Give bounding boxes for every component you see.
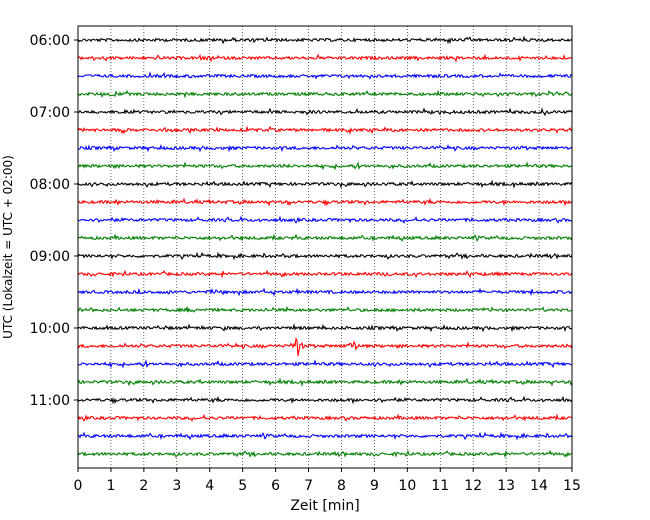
seismogram-trace xyxy=(77,89,573,99)
x-tick-label: 15 xyxy=(563,478,581,494)
seismogram-trace xyxy=(77,35,573,45)
x-tick-label: 0 xyxy=(74,478,83,494)
seismogram-trace xyxy=(77,323,573,333)
seismogram-trace xyxy=(77,413,573,422)
x-tick-label: 11 xyxy=(431,478,449,494)
seismogram-trace xyxy=(77,125,573,135)
seismogram-trace xyxy=(77,233,573,243)
x-tick-label: 8 xyxy=(337,478,346,494)
y-tick-label: 07:00 xyxy=(30,105,70,121)
y-axis-label: UTC (Lokalzeit = UTC + 02:00) xyxy=(1,155,15,339)
x-tick-label: 1 xyxy=(106,478,115,494)
x-tick-label: 12 xyxy=(464,478,482,494)
plot-frame xyxy=(77,25,573,469)
x-tick-label: 9 xyxy=(370,478,379,494)
y-tick-label: 11:00 xyxy=(30,393,70,409)
y-tick-label: 06:00 xyxy=(30,33,70,49)
seismogram-trace xyxy=(77,197,573,207)
seismogram-trace xyxy=(77,71,573,80)
seismogram-trace xyxy=(77,53,573,63)
x-axis-label: Zeit [min] xyxy=(290,498,359,514)
seismogram-trace xyxy=(77,305,573,313)
x-tick-label: 4 xyxy=(205,478,214,494)
traces xyxy=(77,35,573,459)
seismogram-trace xyxy=(77,179,573,189)
x-tick-label: 10 xyxy=(398,478,416,494)
x-tick-label: 13 xyxy=(497,478,515,494)
y-tick-label: 09:00 xyxy=(30,249,70,265)
seismogram-trace xyxy=(77,377,573,387)
seismogram-trace xyxy=(77,431,573,441)
seismogram-trace xyxy=(77,449,573,459)
y-tick-label: 08:00 xyxy=(30,177,70,193)
seismogram-trace xyxy=(77,287,573,297)
seismogram-trace xyxy=(77,107,573,117)
y-axis: 06:00 07:00 08:00 09:00 10:00 11:00 xyxy=(30,33,78,409)
x-tick-label: 5 xyxy=(238,478,247,494)
seismogram-trace xyxy=(77,337,573,357)
seismogram-trace xyxy=(77,251,573,261)
x-tick-label: 6 xyxy=(271,478,280,494)
seismogram-trace xyxy=(77,395,573,405)
seismogram-trace xyxy=(77,215,573,224)
x-tick-label: 3 xyxy=(172,478,181,494)
seismogram-trace xyxy=(77,269,573,279)
x-tick-label: 14 xyxy=(530,478,548,494)
x-tick-label: 7 xyxy=(304,478,313,494)
y-tick-label: 10:00 xyxy=(30,321,70,337)
x-axis: 0 1 2 3 4 5 6 7 8 9 10 11 12 13 14 15 xyxy=(74,468,581,494)
x-tick-label: 2 xyxy=(139,478,148,494)
seismogram-trace xyxy=(77,161,573,171)
seismogram-trace xyxy=(77,359,573,369)
seismogram-trace xyxy=(77,144,573,153)
